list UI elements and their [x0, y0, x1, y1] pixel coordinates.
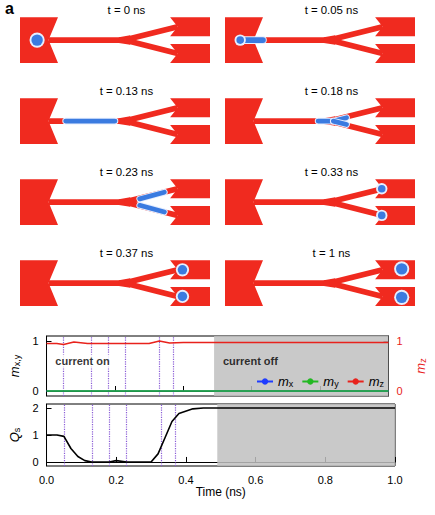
- svg-text:0: 0: [32, 456, 38, 468]
- svg-text:2: 2: [32, 402, 38, 414]
- svg-text:t = 0.05 ns: t = 0.05 ns: [305, 4, 359, 16]
- svg-text:t = 1 ns: t = 1 ns: [313, 247, 351, 259]
- svg-text:t = 0.13 ns: t = 0.13 ns: [100, 85, 154, 97]
- svg-text:Time (ns): Time (ns): [196, 485, 246, 499]
- svg-text:1: 1: [32, 429, 38, 441]
- svg-text:x,y: x,y: [12, 354, 22, 366]
- svg-text:t = 0 ns: t = 0 ns: [108, 4, 146, 16]
- svg-text:1: 1: [32, 335, 38, 347]
- svg-text:s: s: [12, 427, 22, 432]
- svg-text:t = 0.33 ns: t = 0.33 ns: [305, 166, 359, 178]
- svg-text:a: a: [5, 0, 14, 17]
- svg-text:0.0: 0.0: [39, 474, 54, 486]
- svg-text:t = 0.37 ns: t = 0.37 ns: [100, 247, 154, 259]
- svg-text:z: z: [418, 358, 428, 363]
- svg-text:1: 1: [396, 335, 402, 347]
- svg-text:m: m: [369, 374, 380, 389]
- svg-text:current off: current off: [223, 355, 278, 367]
- svg-text:Q: Q: [7, 432, 22, 442]
- svg-text:t = 0.18 ns: t = 0.18 ns: [305, 85, 359, 97]
- svg-text:0.6: 0.6: [248, 474, 263, 486]
- svg-text:0: 0: [32, 385, 38, 397]
- svg-text:m: m: [413, 363, 428, 374]
- svg-text:m: m: [323, 374, 334, 389]
- svg-text:m: m: [278, 374, 289, 389]
- svg-text:0.2: 0.2: [109, 474, 124, 486]
- svg-text:z: z: [380, 379, 385, 389]
- svg-text:current on: current on: [55, 355, 110, 367]
- svg-text:m: m: [7, 366, 22, 377]
- svg-text:t = 0.23 ns: t = 0.23 ns: [100, 166, 154, 178]
- svg-text:y: y: [334, 379, 339, 389]
- svg-text:x: x: [289, 379, 294, 389]
- svg-text:0: 0: [396, 385, 402, 397]
- svg-text:0.8: 0.8: [318, 474, 333, 486]
- svg-text:1.0: 1.0: [387, 474, 402, 486]
- svg-text:0.4: 0.4: [178, 474, 193, 486]
